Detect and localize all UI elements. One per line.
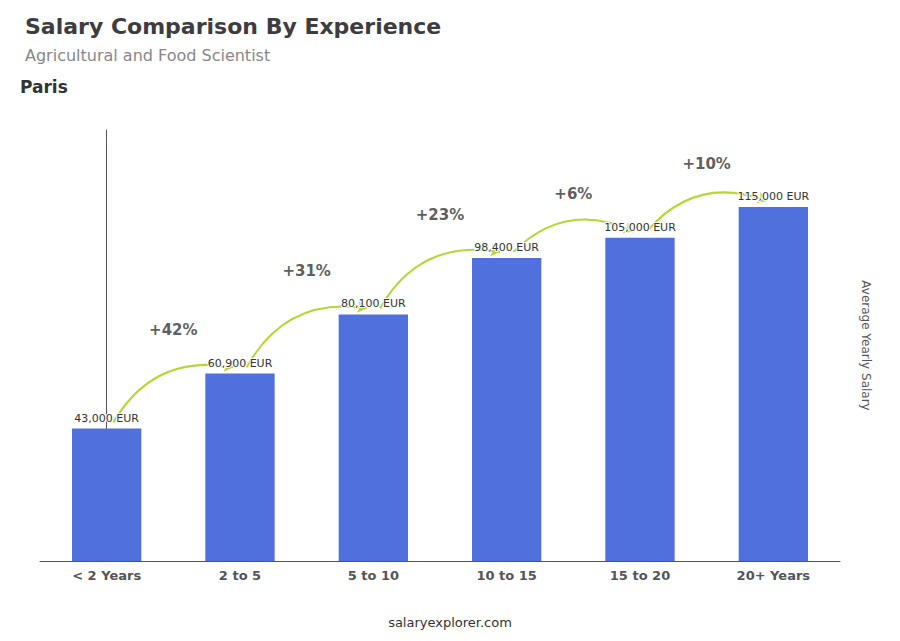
svg-text:+42%: +42% (149, 321, 197, 339)
svg-text:98,400 EUR: 98,400 EUR (474, 241, 539, 254)
svg-text:salaryexplorer.com: salaryexplorer.com (388, 615, 512, 630)
svg-text:+31%: +31% (282, 262, 330, 280)
svg-text:+6%: +6% (554, 185, 592, 203)
svg-text:80,100 EUR: 80,100 EUR (341, 297, 406, 310)
svg-text:+10%: +10% (682, 155, 730, 173)
svg-text:10 to 15: 10 to 15 (476, 568, 536, 583)
svg-text:105,000 EUR: 105,000 EUR (604, 221, 676, 234)
svg-text:20+ Years: 20+ Years (737, 568, 811, 583)
svg-text:< 2 Years: < 2 Years (72, 568, 141, 583)
svg-text:Paris: Paris (20, 77, 68, 97)
svg-text:+23%: +23% (416, 206, 464, 224)
svg-text:2 to 5: 2 to 5 (219, 568, 261, 583)
svg-text:43,000 EUR: 43,000 EUR (74, 412, 139, 425)
svg-text:60,900 EUR: 60,900 EUR (208, 357, 273, 370)
svg-text:Salary Comparison By Experienc: Salary Comparison By Experience (25, 14, 441, 39)
svg-text:15 to 20: 15 to 20 (610, 568, 670, 583)
svg-text:5 to 10: 5 to 10 (348, 568, 399, 583)
svg-text:Agricultural and Food Scientis: Agricultural and Food Scientist (25, 46, 270, 65)
svg-text:Average Yearly Salary: Average Yearly Salary (859, 280, 873, 410)
svg-text:115,000 EUR: 115,000 EUR (738, 190, 810, 203)
